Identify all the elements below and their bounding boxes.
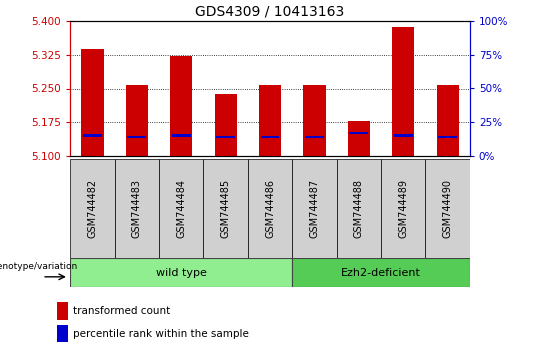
FancyBboxPatch shape xyxy=(381,159,426,258)
FancyBboxPatch shape xyxy=(204,159,248,258)
Bar xyxy=(261,136,279,138)
Bar xyxy=(57,325,69,342)
Text: GSM744489: GSM744489 xyxy=(398,179,408,238)
FancyBboxPatch shape xyxy=(70,159,114,258)
FancyBboxPatch shape xyxy=(114,159,159,258)
Bar xyxy=(172,134,191,137)
Text: genotype/variation: genotype/variation xyxy=(0,262,78,271)
FancyBboxPatch shape xyxy=(292,258,470,287)
Bar xyxy=(259,85,281,156)
FancyBboxPatch shape xyxy=(70,258,292,287)
Bar xyxy=(83,134,102,137)
Bar xyxy=(170,56,192,156)
Bar xyxy=(216,136,235,138)
Bar xyxy=(348,121,370,156)
Text: GSM744483: GSM744483 xyxy=(132,179,142,238)
Text: GSM744488: GSM744488 xyxy=(354,179,364,238)
Bar xyxy=(82,49,104,156)
Bar xyxy=(392,27,414,156)
Bar xyxy=(303,85,326,156)
Bar xyxy=(57,302,69,320)
FancyBboxPatch shape xyxy=(159,159,204,258)
Title: GDS4309 / 10413163: GDS4309 / 10413163 xyxy=(195,5,345,19)
Text: GSM744487: GSM744487 xyxy=(309,179,319,239)
Bar xyxy=(394,134,413,137)
Bar xyxy=(349,132,368,134)
FancyBboxPatch shape xyxy=(248,159,292,258)
Text: GSM744490: GSM744490 xyxy=(443,179,453,238)
Text: Ezh2-deficient: Ezh2-deficient xyxy=(341,268,421,278)
Text: GSM744484: GSM744484 xyxy=(176,179,186,238)
Bar xyxy=(127,136,146,138)
Text: percentile rank within the sample: percentile rank within the sample xyxy=(73,329,249,338)
Text: GSM744485: GSM744485 xyxy=(221,179,231,239)
Bar xyxy=(438,136,457,138)
FancyBboxPatch shape xyxy=(292,159,336,258)
Text: GSM744486: GSM744486 xyxy=(265,179,275,238)
Bar xyxy=(305,136,324,138)
Bar xyxy=(436,85,458,156)
FancyBboxPatch shape xyxy=(426,159,470,258)
Bar xyxy=(126,85,148,156)
Text: wild type: wild type xyxy=(156,268,207,278)
Text: GSM744482: GSM744482 xyxy=(87,179,97,239)
Bar xyxy=(214,94,237,156)
Text: transformed count: transformed count xyxy=(73,306,170,316)
FancyBboxPatch shape xyxy=(336,159,381,258)
